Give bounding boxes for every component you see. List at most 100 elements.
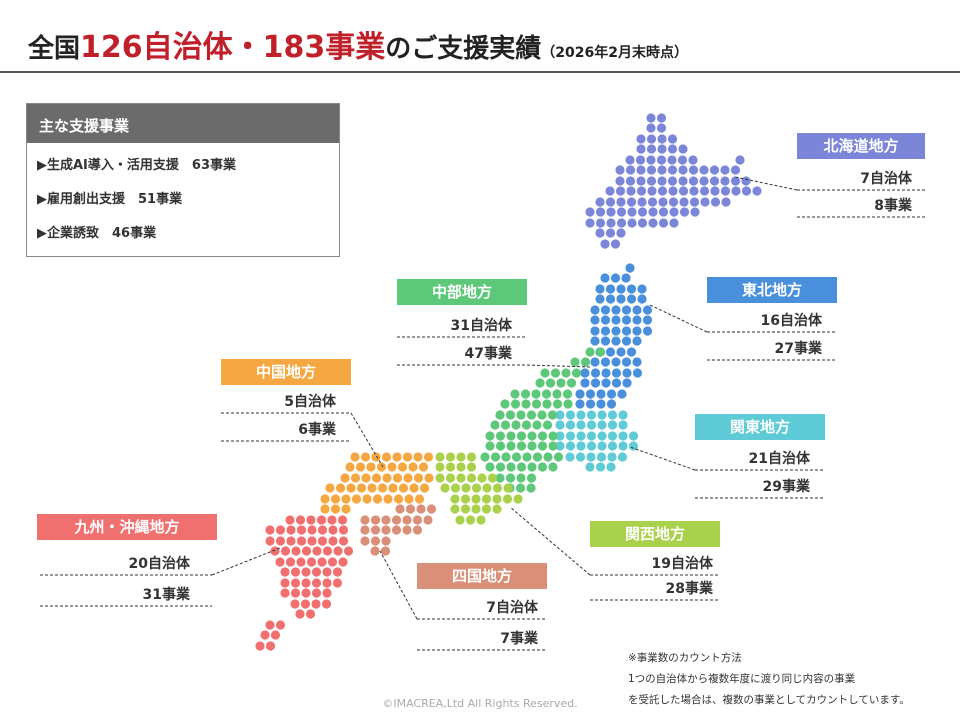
map-dot	[621, 315, 632, 325]
note: ※事業数のカウント方法	[628, 652, 742, 664]
map-dot	[669, 207, 679, 217]
map-dot	[295, 609, 305, 619]
map-dot	[621, 305, 632, 315]
map-dot	[480, 452, 490, 462]
map-dot	[461, 483, 471, 493]
map-dot	[658, 207, 669, 217]
map-dot	[466, 473, 477, 483]
map-dot	[510, 389, 520, 399]
map-dot	[700, 197, 710, 207]
map-dot	[605, 284, 616, 294]
map-dot	[607, 431, 618, 441]
map-dot	[516, 441, 527, 451]
map-dot	[541, 389, 552, 399]
map-dot	[607, 452, 617, 462]
map-dot	[409, 483, 419, 493]
map-dot	[580, 378, 590, 388]
map-dot	[688, 176, 699, 186]
support-item: ▶生成AI導入・活用支援 63事業	[37, 158, 236, 173]
map-dot	[332, 567, 343, 577]
map-dot	[381, 452, 392, 462]
map-dot	[435, 473, 445, 483]
map-dot	[647, 186, 657, 196]
map-dot	[333, 546, 343, 556]
map-dot	[505, 473, 516, 483]
map-dot	[668, 186, 678, 196]
map-dot	[580, 357, 591, 367]
map-dot	[275, 536, 286, 546]
region-label: 関東地方	[695, 414, 825, 440]
map-dot	[450, 483, 461, 493]
note: を受託した場合は、複数の事業としてカウントしています。	[628, 694, 910, 706]
map-dot	[636, 144, 646, 154]
map-dot	[646, 113, 656, 123]
map-dot	[542, 420, 553, 430]
region-municipalities: 31自治体	[450, 318, 512, 334]
map-dot	[531, 399, 542, 409]
map-dot	[730, 176, 741, 186]
leader-line	[526, 364, 591, 368]
map-dot	[456, 452, 466, 462]
map-dot	[423, 452, 434, 462]
map-dot	[527, 431, 537, 441]
map-dot	[371, 452, 381, 462]
map-dot	[505, 410, 516, 420]
map-dot	[366, 462, 376, 472]
map-dot	[414, 494, 425, 504]
map-dot	[610, 239, 621, 249]
map-dot	[657, 144, 667, 154]
map-dot	[456, 462, 466, 472]
map-dot	[317, 557, 327, 567]
map-dot	[561, 368, 571, 378]
map-dot	[552, 389, 562, 399]
map-dot	[615, 176, 625, 186]
map-dot	[669, 218, 679, 228]
map-dot	[413, 473, 424, 483]
map-dot	[296, 557, 306, 567]
map-dot	[678, 176, 688, 186]
support-item: ▶雇用創出支援 51事業	[37, 192, 183, 207]
map-dot	[495, 431, 506, 441]
map-dot	[481, 494, 492, 504]
title-text: のご支援実績	[385, 34, 542, 64]
map-dot	[622, 378, 632, 388]
map-dot	[346, 483, 356, 493]
map-dot	[355, 462, 366, 472]
map-dot	[321, 599, 332, 609]
map-dot	[416, 504, 426, 514]
map-dot	[667, 144, 678, 154]
map-dot	[642, 305, 653, 315]
map-dot	[606, 207, 616, 217]
map-dot	[367, 483, 377, 493]
map-dot	[699, 186, 710, 196]
map-dot	[435, 452, 445, 462]
map-dot	[607, 410, 618, 420]
map-dot	[595, 462, 606, 472]
map-dot	[465, 515, 476, 525]
map-dot	[585, 399, 596, 409]
region-projects: 27事業	[774, 341, 822, 357]
map-dot	[307, 525, 317, 535]
map-dot	[320, 494, 330, 504]
map-dot	[270, 546, 280, 556]
map-dot	[605, 228, 616, 238]
map-dot	[388, 483, 398, 493]
region-projects: 47事業	[464, 346, 512, 362]
region-municipalities: 16自治体	[760, 313, 822, 329]
map-dot	[618, 441, 628, 451]
map-dot	[306, 515, 316, 525]
region-municipalities: 5自治体	[284, 394, 336, 410]
map-dot	[690, 207, 700, 217]
map-dot	[540, 368, 550, 378]
map-dot	[678, 165, 688, 175]
map-dot	[585, 218, 595, 228]
map-dot	[597, 410, 607, 420]
map-dot	[575, 452, 586, 462]
title-highlight: 126自治体	[80, 30, 233, 65]
map-dot	[553, 452, 564, 462]
map-dot	[642, 326, 653, 336]
map-dot	[412, 525, 423, 535]
map-dot	[600, 357, 611, 367]
map-dot	[445, 462, 456, 472]
map-dot	[286, 525, 296, 535]
